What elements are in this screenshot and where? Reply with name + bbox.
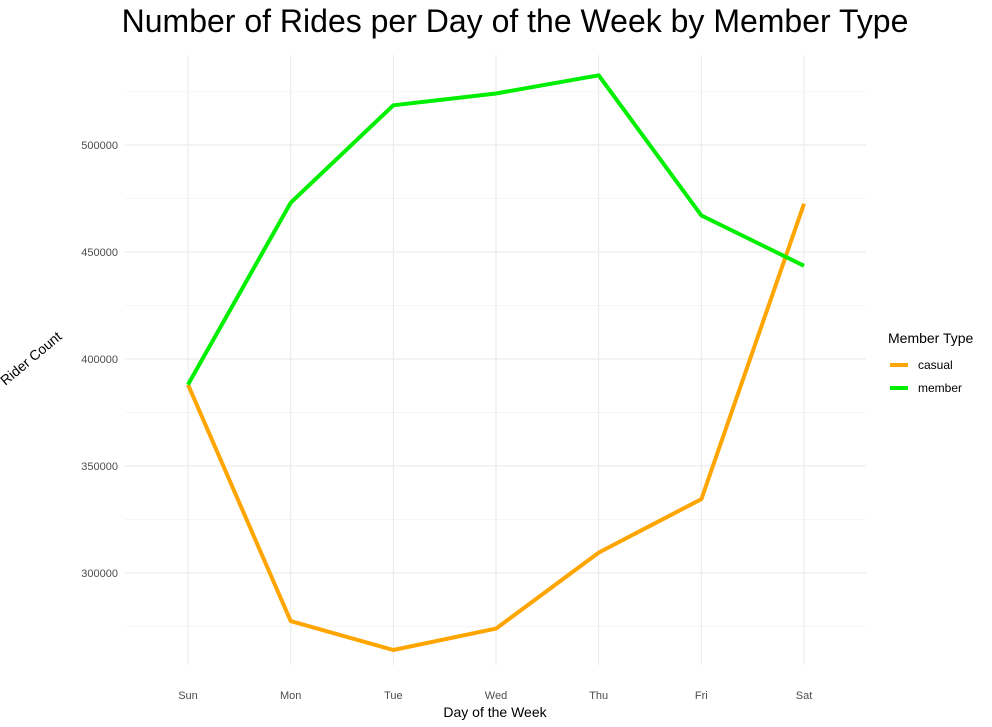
x-tick-label: Sat bbox=[796, 690, 813, 702]
x-tick-label: Tue bbox=[384, 690, 403, 702]
series-layer bbox=[186, 73, 806, 652]
y-tick-label: 450000 bbox=[81, 247, 118, 259]
y-tick-label: 500000 bbox=[81, 140, 118, 152]
y-axis-title: Rider Count bbox=[0, 328, 65, 388]
x-tick-label: Sun bbox=[178, 690, 198, 702]
legend-label-member: member bbox=[918, 381, 962, 395]
chart-title: Number of Rides per Day of the Week by M… bbox=[122, 3, 909, 39]
y-tick-label: 300000 bbox=[81, 568, 118, 580]
series-line-casual bbox=[186, 203, 806, 652]
axis-layer: 300000 350000 400000 450000 500000 Sun Mon Tue W… bbox=[81, 140, 812, 702]
legend-title: Member Type bbox=[888, 330, 974, 346]
x-axis-title: Day of the Week bbox=[443, 704, 547, 720]
legend: Member Type casual member bbox=[888, 330, 974, 395]
x-tick-label: Wed bbox=[485, 690, 507, 702]
legend-label-casual: casual bbox=[918, 358, 953, 372]
x-tick-label: Fri bbox=[695, 690, 708, 702]
y-tick-label: 350000 bbox=[81, 461, 118, 473]
y-tick-label: 400000 bbox=[81, 354, 118, 366]
x-tick-label: Thu bbox=[589, 690, 608, 702]
grid-layer bbox=[125, 55, 866, 665]
x-tick-label: Mon bbox=[280, 690, 301, 702]
series-line-member bbox=[186, 73, 805, 386]
